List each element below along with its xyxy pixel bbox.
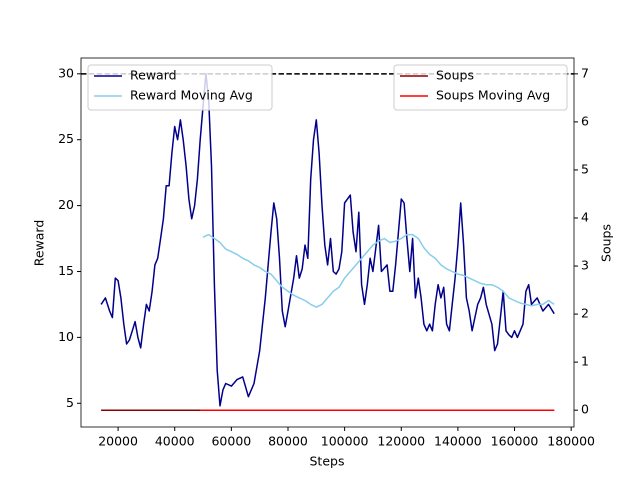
x-tick-label: 60000 bbox=[211, 434, 251, 449]
y-tick-label: 25 bbox=[58, 131, 74, 146]
legend-label: Reward bbox=[130, 68, 177, 83]
legend-box bbox=[393, 64, 568, 111]
y-tick-label: 5 bbox=[66, 395, 74, 410]
y-tick-label: 30 bbox=[58, 65, 74, 80]
y2-tick-label: 0 bbox=[581, 402, 589, 417]
y-tick-label: 15 bbox=[58, 263, 74, 278]
x-tick-label: 160000 bbox=[491, 434, 539, 449]
x-tick-label: 20000 bbox=[98, 434, 138, 449]
y2-tick-label: 5 bbox=[581, 161, 589, 176]
x-tick-label: 80000 bbox=[268, 434, 308, 449]
y-axis-label: Reward bbox=[32, 220, 47, 267]
legend-label: Reward Moving Avg bbox=[130, 88, 253, 103]
y2-tick-label: 6 bbox=[581, 113, 589, 128]
legend-label: Soups Moving Avg bbox=[436, 88, 550, 103]
legend: Reward Reward Moving Avg bbox=[87, 64, 273, 111]
y2-axis-label: Soups bbox=[599, 224, 614, 262]
legend-box bbox=[87, 64, 273, 111]
x-tick-label: 180000 bbox=[547, 434, 595, 449]
plot-frame bbox=[80, 57, 575, 428]
y2-tick-label: 3 bbox=[581, 258, 589, 273]
x-tick-label: 40000 bbox=[155, 434, 195, 449]
x-axis-label: Steps bbox=[310, 454, 345, 469]
y2-tick-label: 2 bbox=[581, 306, 589, 321]
x-tick-label: 120000 bbox=[377, 434, 425, 449]
legend: Soups Soups Moving Avg bbox=[393, 64, 568, 111]
series-line bbox=[100, 73, 555, 407]
y2-tick-label: 1 bbox=[581, 354, 589, 369]
x-tick-label: 100000 bbox=[321, 434, 369, 449]
x-tick-label: 140000 bbox=[434, 434, 482, 449]
y2-tick-label: 4 bbox=[581, 209, 589, 224]
y2-tick-label: 7 bbox=[581, 65, 589, 80]
legend-label: Soups bbox=[436, 68, 474, 83]
y-tick-label: 20 bbox=[58, 197, 74, 212]
y-tick-label: 10 bbox=[58, 329, 74, 344]
series-line bbox=[202, 233, 555, 308]
